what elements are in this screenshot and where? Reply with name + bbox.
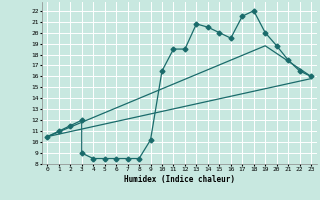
- X-axis label: Humidex (Indice chaleur): Humidex (Indice chaleur): [124, 175, 235, 184]
